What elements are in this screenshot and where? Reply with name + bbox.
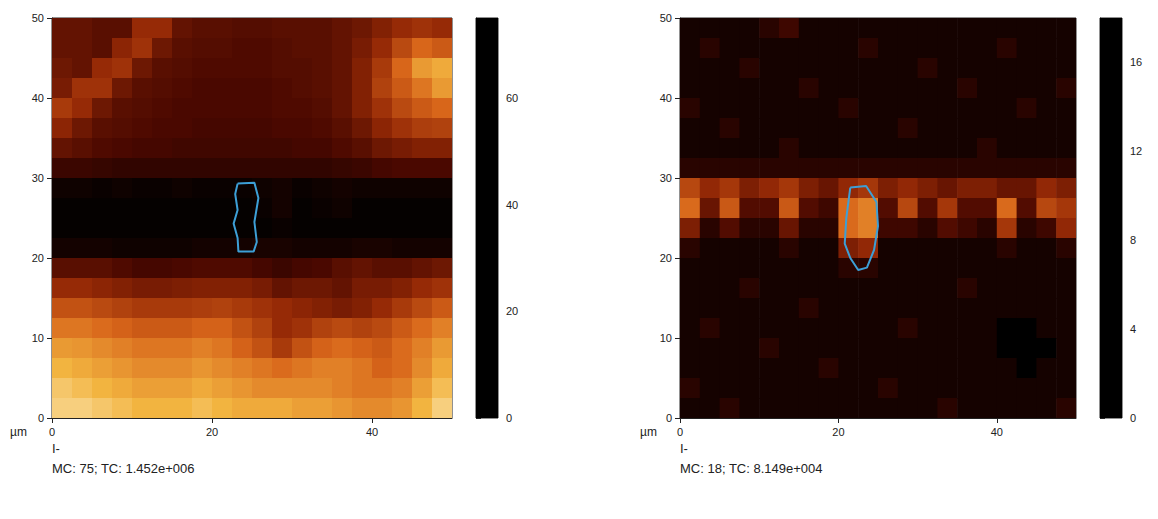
svg-text:0: 0 <box>1130 412 1136 424</box>
svg-text:10: 10 <box>660 332 672 344</box>
svg-text:30: 30 <box>32 172 44 184</box>
svg-text:16: 16 <box>1130 56 1142 68</box>
svg-text:µm: µm <box>10 425 27 439</box>
svg-text:µm: µm <box>640 425 657 439</box>
svg-text:50: 50 <box>32 12 44 24</box>
svg-text:0: 0 <box>49 426 55 438</box>
svg-text:50: 50 <box>660 12 672 24</box>
svg-text:60: 60 <box>506 92 518 104</box>
svg-text:I-: I- <box>680 441 688 456</box>
svg-text:40: 40 <box>366 426 378 438</box>
svg-text:40: 40 <box>506 199 518 211</box>
svg-text:0: 0 <box>666 412 672 424</box>
svg-text:MC: 75; TC: 1.452e+006: MC: 75; TC: 1.452e+006 <box>52 461 195 476</box>
svg-text:I-: I- <box>52 441 60 456</box>
svg-text:MC: 18; TC: 8.149e+004: MC: 18; TC: 8.149e+004 <box>680 461 823 476</box>
svg-text:30: 30 <box>660 172 672 184</box>
svg-text:20: 20 <box>206 426 218 438</box>
svg-text:10: 10 <box>32 332 44 344</box>
svg-text:0: 0 <box>38 412 44 424</box>
svg-text:20: 20 <box>660 252 672 264</box>
svg-text:40: 40 <box>991 426 1003 438</box>
svg-text:4: 4 <box>1130 323 1136 335</box>
svg-text:8: 8 <box>1130 234 1136 246</box>
svg-text:40: 40 <box>32 92 44 104</box>
svg-text:20: 20 <box>32 252 44 264</box>
svg-text:20: 20 <box>506 305 518 317</box>
svg-text:0: 0 <box>677 426 683 438</box>
svg-text:20: 20 <box>832 426 844 438</box>
svg-text:40: 40 <box>660 92 672 104</box>
svg-text:12: 12 <box>1130 145 1142 157</box>
svg-text:0: 0 <box>506 412 512 424</box>
